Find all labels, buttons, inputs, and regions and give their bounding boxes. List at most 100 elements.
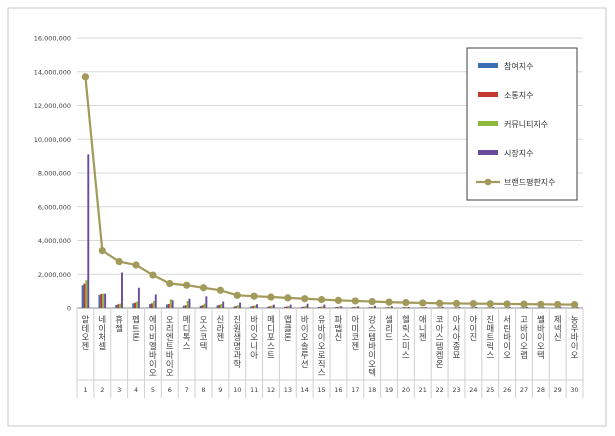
rank-label: 22 [435,386,443,394]
bar-소통지수 [505,307,508,308]
line-marker [233,291,241,299]
line-marker [402,299,410,307]
bars [81,154,579,309]
bar-소통지수 [302,306,305,308]
bar-참여지수 [165,304,168,308]
bar-시장지수 [87,154,90,308]
rank-label: 16 [334,386,342,394]
bar-커뮤니티지수 [203,303,206,308]
bar-시장지수 [559,307,562,308]
bar-커뮤니티지수 [490,307,493,308]
category-label: 코아스템켐온 [435,315,445,368]
category-label: 유바이오로직스 [317,315,327,377]
y-tick-label: 2,000,000 [38,271,71,279]
bar-참여지수 [351,307,354,308]
line-marker [250,292,258,300]
bar-커뮤니티지수 [355,306,358,308]
bar-시장지수 [188,298,191,308]
bar-소통지수 [420,307,423,308]
legend-swatch [478,150,498,155]
bar-시장지수 [323,304,326,308]
bar-커뮤니티지수 [523,307,526,308]
line-marker [267,293,275,301]
category-label: 알테오젠 [80,314,90,350]
bar-커뮤니티지수 [186,300,189,308]
bar-커뮤니티지수 [254,305,256,308]
bar-커뮤니티지수 [304,306,307,308]
bar-시장지수 [441,306,444,308]
rank-label: 29 [554,386,562,394]
y-tick-label: 4,000,000 [38,237,71,245]
bar-시장지수 [492,306,495,308]
bar-시장지수 [272,304,275,308]
bar-소통지수 [285,306,288,308]
bar-참여지수 [452,307,455,308]
line-marker [301,295,309,303]
rank-label: 21 [419,386,427,394]
bar-시장지수 [222,301,225,308]
legend-label: 참여지수 [504,61,533,71]
line-marker [351,297,359,305]
bar-소통지수 [83,283,86,308]
rank-label: 3 [117,386,121,394]
bar-시장지수 [390,306,393,308]
bar-시장지수 [458,306,461,308]
legend-label: 시장지수 [504,148,533,158]
bar-참여지수 [250,306,253,308]
bar-커뮤니티지수 [102,293,105,308]
bar-소통지수 [319,306,322,308]
category-label: 파멥신 [333,315,343,342]
legend-swatch [478,121,498,126]
bar-커뮤니티지수 [439,307,442,308]
bar-소통지수 [218,304,221,308]
bar-참여지수 [418,307,421,308]
bar-시장지수 [475,306,478,308]
legend-label: 커뮤니티지수 [504,119,548,129]
bar-참여지수 [132,303,135,308]
bar-시장지수 [154,294,157,308]
line-marker [570,301,579,309]
category-label: 애니젠 [418,315,428,342]
bar-소통지수 [353,306,356,308]
bar-커뮤니티지수 [152,300,155,308]
category-label: 앱클론 [283,315,293,342]
legend-swatch [478,63,498,68]
y-tick-label: 0 [67,305,71,313]
line-marker [183,281,191,289]
bar-시장지수 [509,307,511,308]
bar-참여지수 [553,307,556,309]
bar-소통지수 [488,307,491,308]
bar-소통지수 [235,306,238,308]
line-marker [385,298,393,306]
category-label: 헬릭스미스 [401,314,411,359]
bar-참여지수 [267,306,270,308]
bar-참여지수 [216,305,219,308]
bar-참여지수 [81,285,84,308]
y-axis: 0 2,000,000 4,000,000 6,000,000 8,000,000 10,… [34,35,71,313]
bar-참여지수 [149,304,151,308]
line-marker [419,299,427,307]
line-marker [149,271,157,279]
bar-시장지수 [424,307,427,308]
bar-소통지수 [269,306,271,308]
bar-시장지수 [306,303,309,308]
category-label: 신라젠 [215,315,225,342]
bar-시장지수 [542,307,545,308]
y-tick-label: 16,000,000 [34,35,71,43]
legend-box [466,47,578,201]
rank-label: 2 [100,386,104,394]
bar-참여지수 [520,307,523,309]
rank-label: 4 [134,386,138,394]
bar-커뮤니티지수 [321,306,324,308]
bar-소통지수 [252,305,255,308]
bar-커뮤니티지수 [169,299,172,308]
bar-소통지수 [167,303,170,308]
category-label: 농우바이오 [570,315,580,359]
rank-label: 27 [520,386,528,394]
y-tick-label: 8,000,000 [38,170,71,178]
bar-시장지수 [137,287,140,308]
rank-label: 15 [317,386,325,394]
bar-소통지수 [404,307,406,308]
bar-시장지수 [256,304,258,308]
